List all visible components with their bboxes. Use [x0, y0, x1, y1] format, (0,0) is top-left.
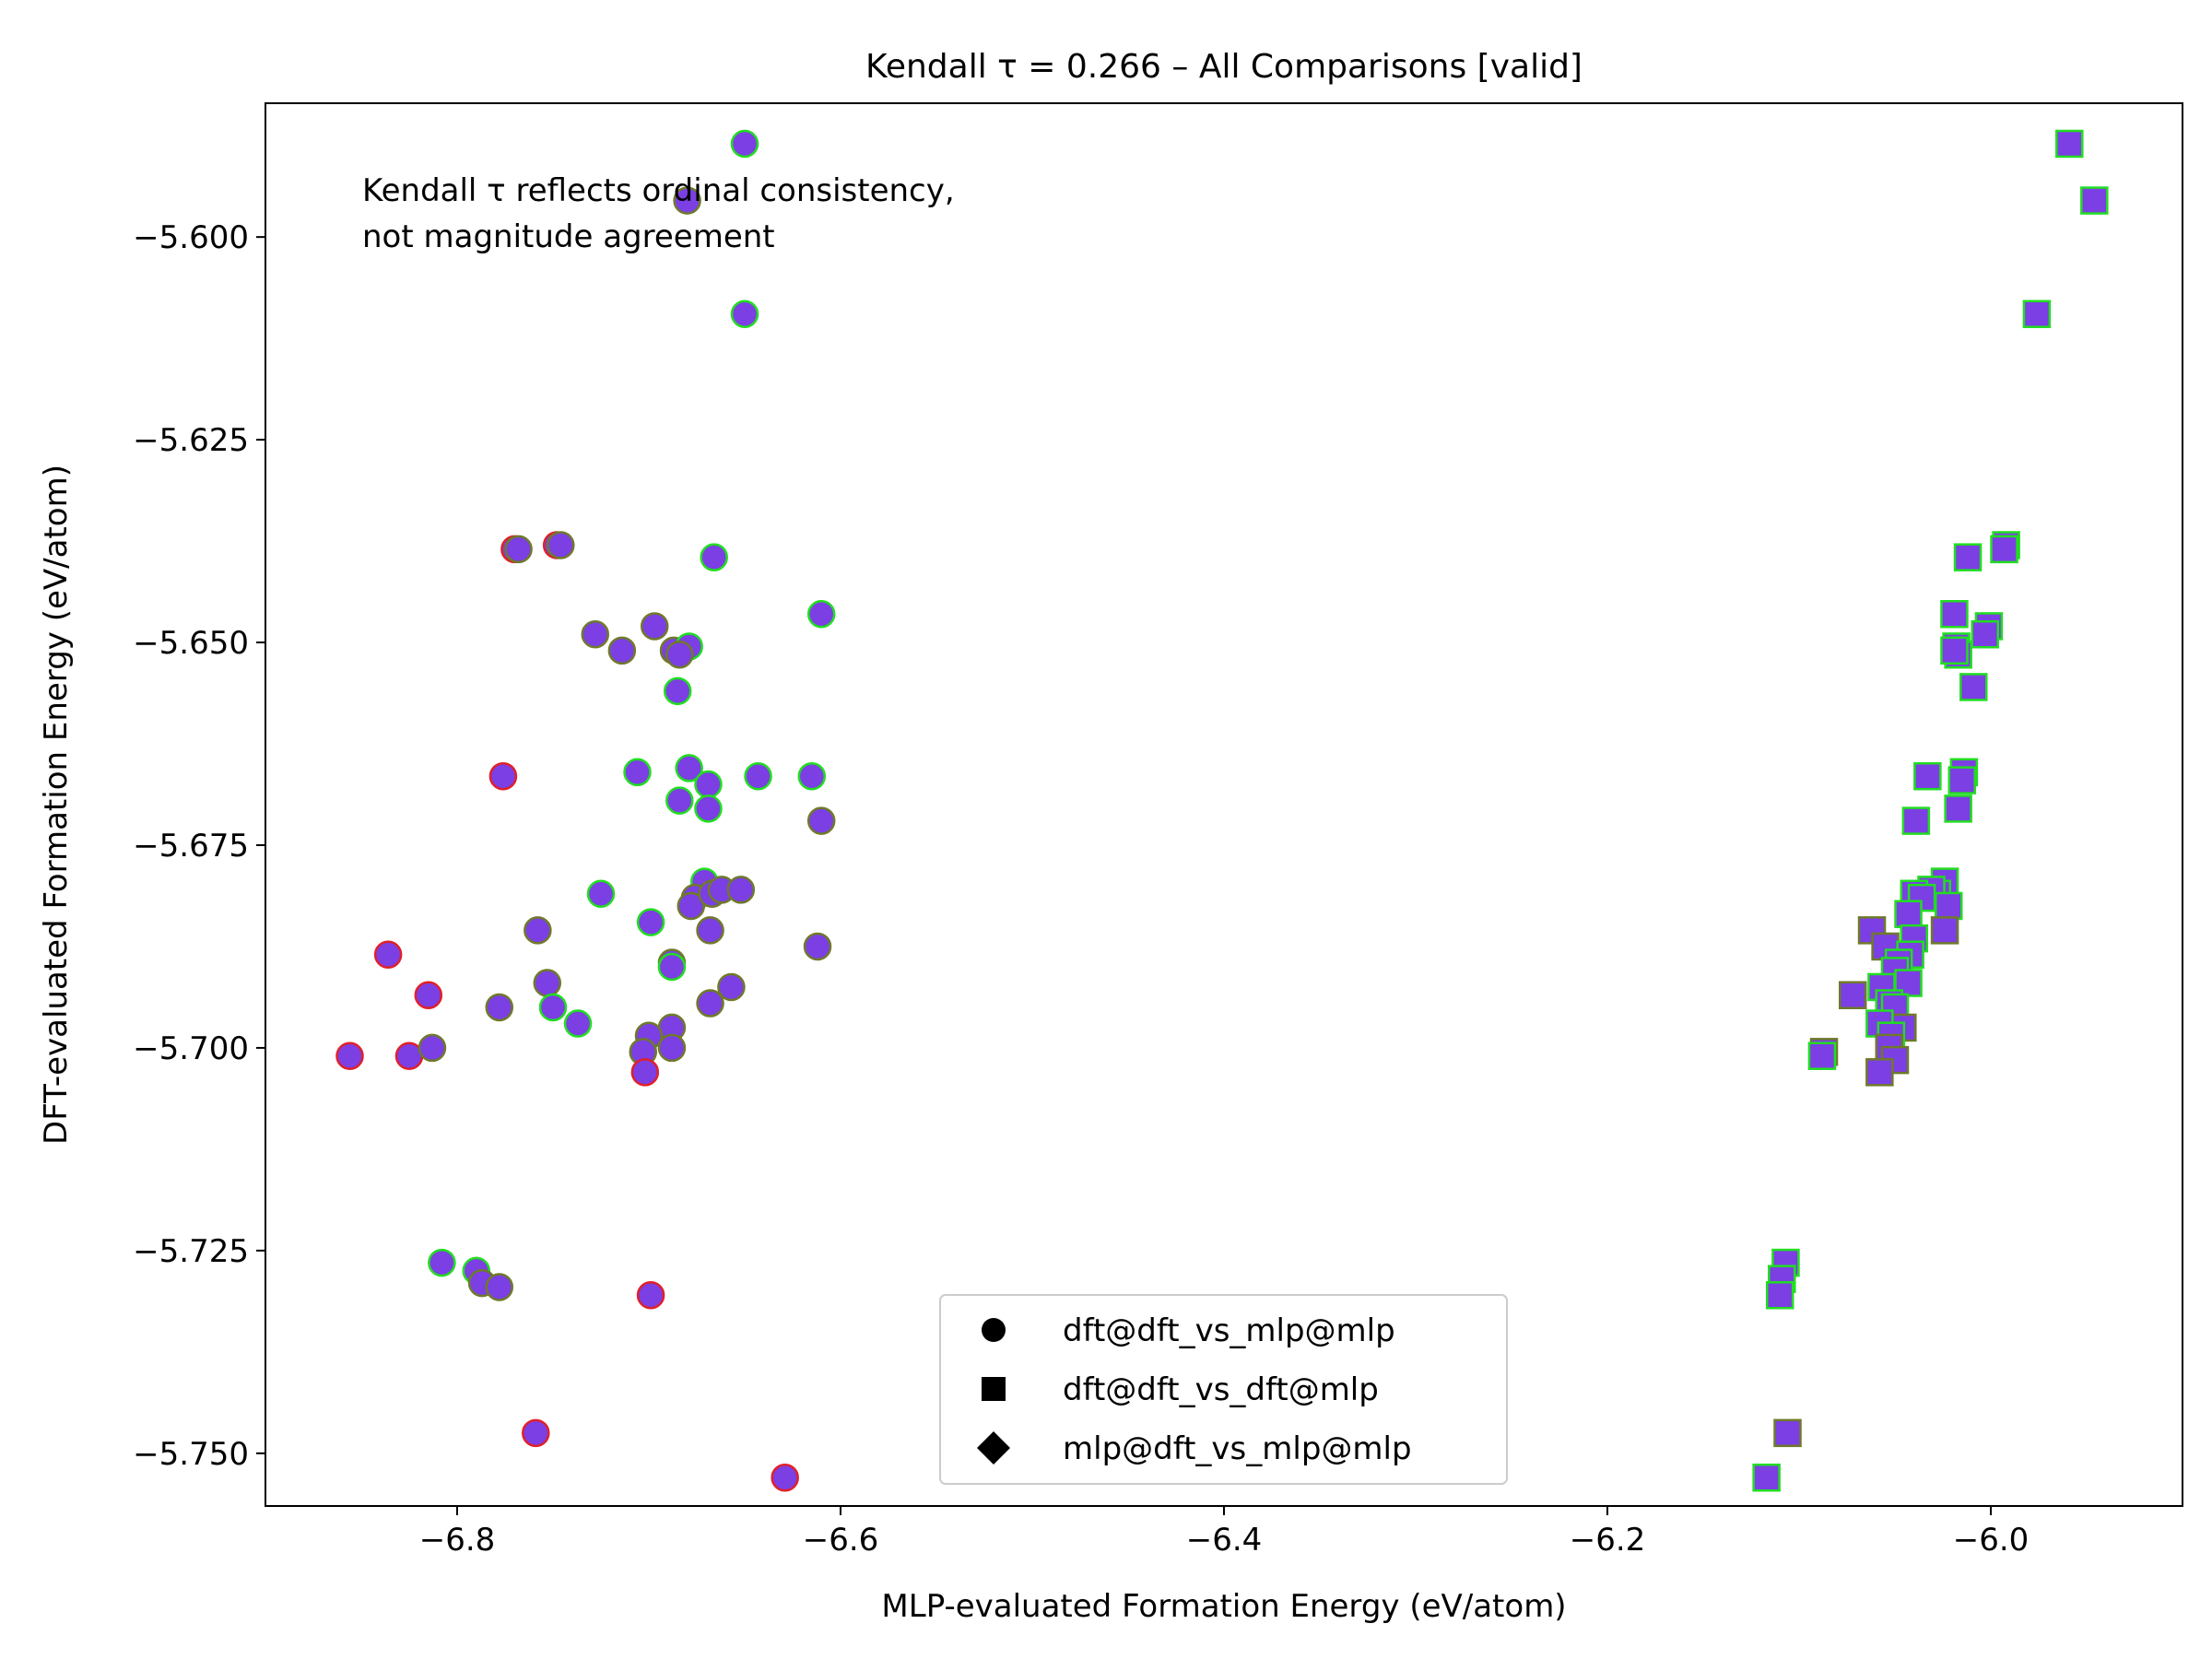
- circle-point: [797, 761, 827, 791]
- circle-point: [607, 636, 637, 665]
- legend-label-circle: dft@dft_vs_mlp@mlp: [1063, 1312, 1395, 1349]
- y-tick-label: −5.750: [133, 1436, 249, 1473]
- y-axis-label: DFT-evaluated Formation Energy (eV/atom): [38, 465, 75, 1145]
- circle-point: [581, 619, 610, 649]
- square-point: [1934, 891, 1963, 921]
- x-axis-label: MLP-evaluated Formation Energy (eV/atom): [881, 1588, 1566, 1625]
- square-point: [2022, 300, 2052, 328]
- circle-point: [623, 758, 652, 787]
- square-point: [1953, 543, 1983, 571]
- circle-point: [538, 993, 568, 1022]
- annotation-line-1: Kendall τ reflects ordinal consistency,: [362, 172, 955, 209]
- y-tick-label: −5.650: [133, 625, 249, 662]
- circle-point: [663, 677, 692, 706]
- circle-point: [504, 535, 533, 564]
- legend-square-marker: [982, 1377, 1006, 1401]
- circle-point: [428, 1248, 456, 1277]
- circle-point: [522, 1418, 550, 1448]
- square-point: [2080, 186, 2109, 215]
- circle-point: [418, 1033, 447, 1063]
- circle-point: [373, 940, 403, 970]
- circle-point: [640, 612, 669, 641]
- circle-point: [563, 1009, 593, 1038]
- y-tick-label: −5.700: [133, 1030, 249, 1067]
- legend-label-diamond: mlp@dft_vs_mlp@mlp: [1063, 1430, 1412, 1467]
- circle-point: [488, 761, 518, 791]
- chart-title: Kendall τ = 0.266 – All Comparisons [val…: [865, 48, 1583, 86]
- circle-point: [414, 981, 443, 1009]
- circle-point: [485, 1273, 514, 1301]
- circle-point: [717, 972, 746, 1002]
- square-point: [1894, 900, 1923, 929]
- square-point: [1940, 600, 1969, 629]
- annotation-line-2: not magnitude agreement: [362, 218, 775, 255]
- legend-label-square: dft@dft_vs_dft@mlp: [1063, 1371, 1379, 1408]
- x-tick-label: −6.4: [1186, 1522, 1263, 1559]
- circle-point: [485, 993, 514, 1022]
- square-point: [1940, 636, 1969, 665]
- circle-point: [700, 543, 728, 571]
- circle-point: [524, 916, 552, 945]
- circle-point: [675, 754, 703, 782]
- square-point: [1765, 1281, 1794, 1310]
- circle-point: [657, 1033, 687, 1063]
- circle-point: [586, 879, 616, 909]
- square-point: [1990, 535, 2018, 564]
- square-point: [1901, 806, 1931, 835]
- legend-circle-marker: [982, 1318, 1006, 1342]
- x-axis-ticks: −6.8 −6.6 −6.4 −6.2 −6.0: [419, 1506, 2030, 1559]
- circle-point: [673, 186, 701, 215]
- circle-point: [730, 300, 759, 328]
- legend-box: [939, 1294, 1508, 1485]
- circle-point: [771, 1463, 799, 1492]
- x-tick-label: −6.8: [419, 1522, 496, 1559]
- circle-point: [694, 770, 723, 799]
- y-tick-label: −5.675: [133, 828, 249, 865]
- x-tick-label: −6.6: [803, 1522, 879, 1559]
- square-point: [1752, 1463, 1781, 1492]
- square-point: [1838, 981, 1867, 1009]
- circle-point: [730, 129, 759, 159]
- circle-point: [636, 1281, 665, 1310]
- square-point: [2055, 129, 2084, 159]
- y-tick-label: −5.600: [133, 219, 249, 256]
- x-tick-label: −6.0: [1953, 1522, 2030, 1559]
- circle-point: [533, 969, 562, 997]
- square-point: [1971, 619, 2000, 649]
- legend-diamond-marker: [977, 1431, 1010, 1465]
- y-axis-ticks: −5.600 −5.625 −5.650 −5.675 −5.700 −5.725 −5.7…: [133, 219, 265, 1473]
- circle-point: [547, 531, 575, 559]
- square-point: [1773, 1418, 1802, 1448]
- x-tick-label: −6.2: [1570, 1522, 1646, 1559]
- points-layer: [335, 129, 2109, 1492]
- circle-point: [696, 989, 724, 1018]
- square-point: [1944, 794, 1972, 823]
- circle-point: [806, 806, 836, 835]
- square-point: [1865, 1058, 1894, 1087]
- square-point: [1807, 1041, 1837, 1070]
- legend: dft@dft_vs_mlp@mlp dft@dft_vs_dft@mlp ml…: [939, 1294, 1508, 1485]
- circle-point: [335, 1041, 364, 1070]
- circle-point: [726, 876, 756, 904]
- circle-point: [657, 952, 687, 982]
- square-point: [1947, 766, 1977, 794]
- circle-point: [665, 640, 694, 669]
- circle-point: [630, 1058, 660, 1087]
- circle-point: [744, 761, 772, 791]
- circle-point: [636, 908, 665, 936]
- y-tick-label: −5.625: [133, 422, 249, 459]
- circle-point: [806, 600, 836, 629]
- y-tick-label: −5.725: [133, 1233, 249, 1270]
- circle-point: [696, 916, 724, 945]
- circle-point: [803, 932, 832, 961]
- circle-point: [677, 891, 706, 921]
- circle-point: [694, 794, 723, 823]
- square-point: [1959, 673, 1988, 701]
- square-point: [1913, 761, 1942, 791]
- circle-point: [665, 786, 694, 815]
- square-point: [1930, 916, 1959, 945]
